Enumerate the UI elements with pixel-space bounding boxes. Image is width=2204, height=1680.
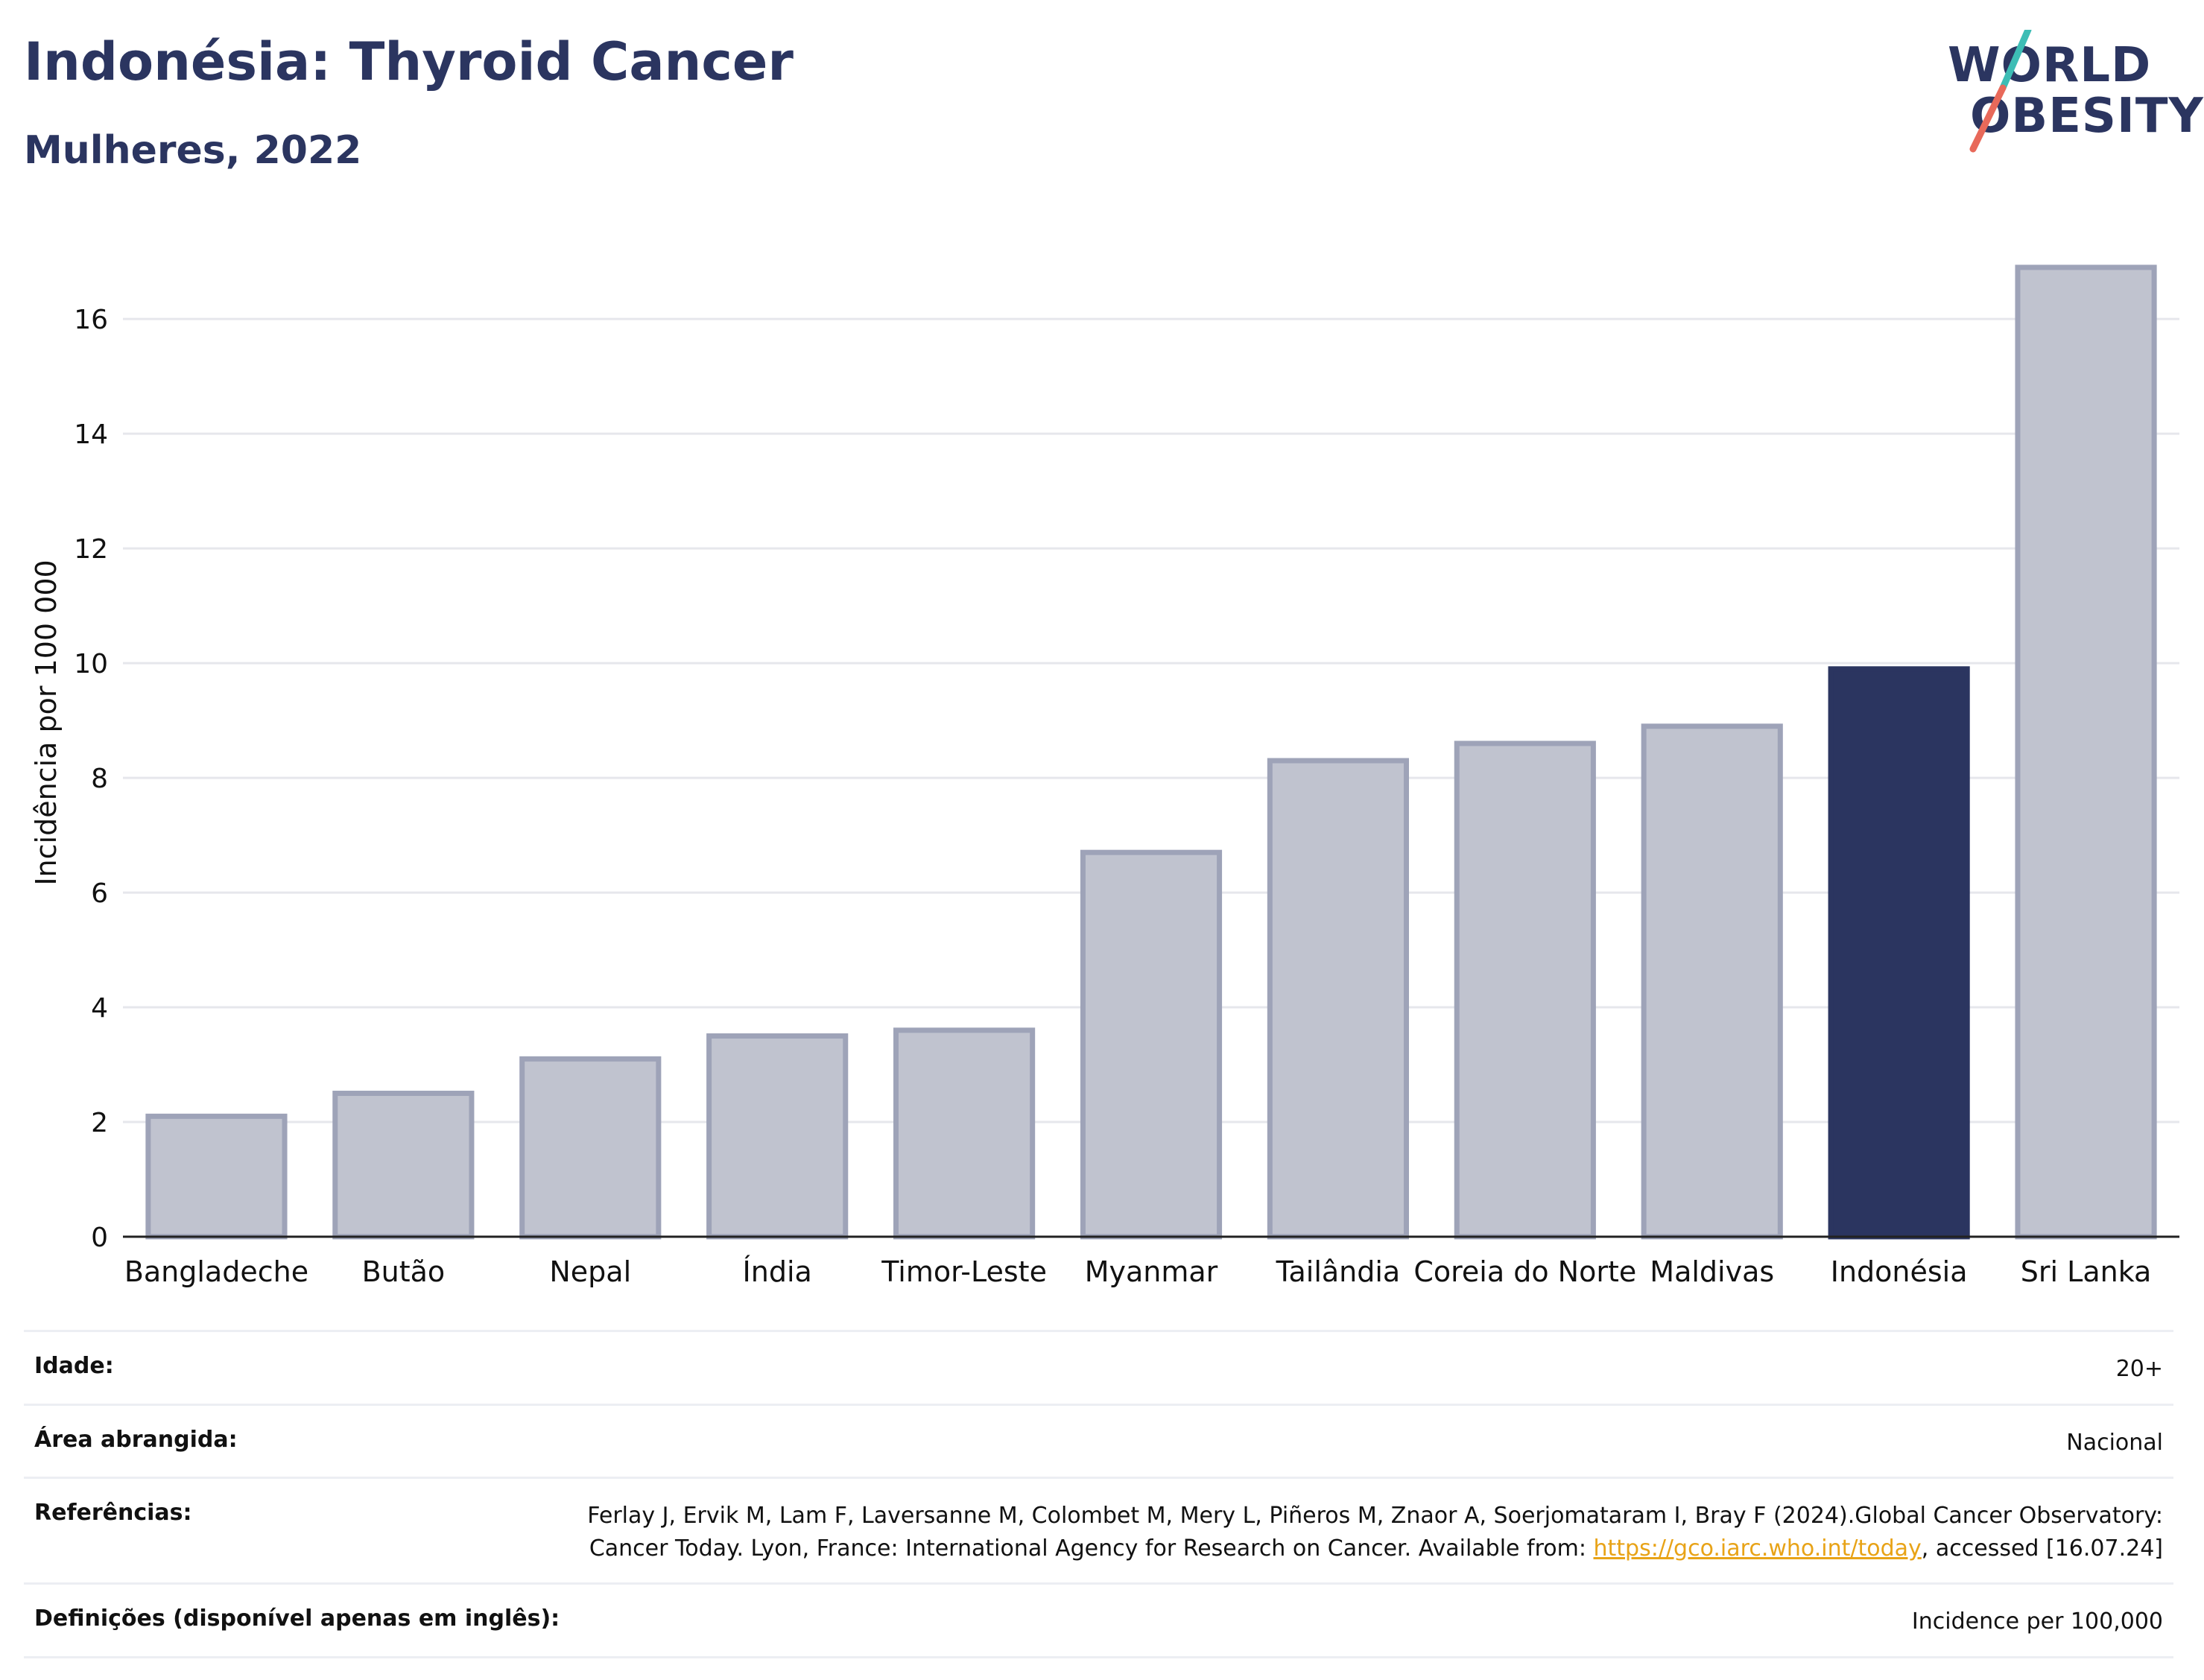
age-value: 20+ [2115,1356,2163,1382]
logo-line-2: OBESITY [1970,89,2204,144]
definitions-label: Definições (disponível apenas em inglês)… [34,1605,560,1632]
y-tick-label: 6 [91,878,108,909]
y-axis-label: Incidência por 100 000 [30,560,63,885]
y-tick-label: 14 [74,419,108,450]
x-tick-label: Sri Lanka [2021,1255,2152,1288]
chart-title: Indonésia: Thyroid Cancer [24,31,794,92]
bar-chart: 0 2 4 6 8 10 12 14 16 Bangladeche Butão Nepal Índia T… [30,264,2179,1288]
references-accessed: , accessed [16.07.24] [1921,1535,2163,1562]
area-value: Nacional [2066,1429,2163,1456]
y-tick-label: 16 [74,305,108,335]
x-tick-label: Tailândia [1276,1255,1401,1288]
x-tick-label: Butão [362,1255,446,1288]
y-tick-label: 4 [91,993,108,1024]
meta-row-references: Referências: Ferlay J, Ervik M, Lam F, L… [24,1477,2173,1582]
bar-bangladeche [145,1113,288,1240]
y-tick-label: 2 [91,1108,108,1138]
bar-indonésia [1828,666,1970,1240]
chart-subtitle: Mulheres, 2022 [24,128,362,173]
x-tick-label: Indonésia [1831,1255,1968,1288]
bar-timor-leste [893,1027,1036,1240]
x-tick-label: Maldivas [1650,1255,1774,1288]
world-obesity-logo: WORLD OBESITY [1945,30,2203,164]
definitions-value: Incidence per 100,000 [1911,1608,2163,1635]
references-value: Ferlay J, Ervik M, Lam F, Laversanne M, … [583,1500,2163,1565]
meta-row-area: Área abrangida: Nacional [24,1403,2173,1477]
bar-tailândia [1267,758,1409,1240]
y-tick-label: 10 [74,649,108,679]
logo-line-1: WORLD [1948,38,2152,93]
x-tick-label: Índia [743,1255,812,1288]
meta-row-definitions: Definições (disponível apenas em inglês)… [24,1582,2173,1658]
bar-nepal [519,1056,662,1240]
y-tick-label: 8 [91,764,108,794]
bar-butão [332,1091,475,1240]
axes: 0 2 4 6 8 10 12 14 16 Bangladeche Butão Nepal Índia T… [74,305,2179,1288]
references-text: Ferlay J, Ervik M, Lam F, Laversanne M, … [587,1503,2163,1562]
x-tick-label: Timor-Leste [881,1255,1047,1288]
bar-sri-lanka [2015,264,2157,1240]
y-tick-label: 12 [74,534,108,565]
x-tick-label: Myanmar [1085,1255,1218,1288]
logo-slash-icon [1969,30,2032,153]
y-tick-label: 0 [91,1223,108,1253]
references-link[interactable]: https://gco.iarc.who.int/today [1593,1535,1922,1562]
bar-coreia-do-norte [1454,741,1596,1240]
x-tick-label: Bangladeche [124,1255,308,1288]
metadata-table: Idade: 20+ Área abrangida: Nacional Refe… [24,1330,2173,1658]
bar-índia [706,1033,849,1240]
meta-row-age: Idade: 20+ [24,1330,2173,1404]
bar-maldivas [1641,723,1783,1240]
x-tick-label: Coreia do Norte [1413,1255,1636,1288]
bars [145,264,2157,1240]
age-label: Idade: [34,1353,114,1379]
references-label: Referências: [34,1500,192,1526]
area-label: Área abrangida: [34,1426,238,1453]
x-tick-label: Nepal [549,1255,631,1288]
bar-myanmar [1080,849,1223,1240]
